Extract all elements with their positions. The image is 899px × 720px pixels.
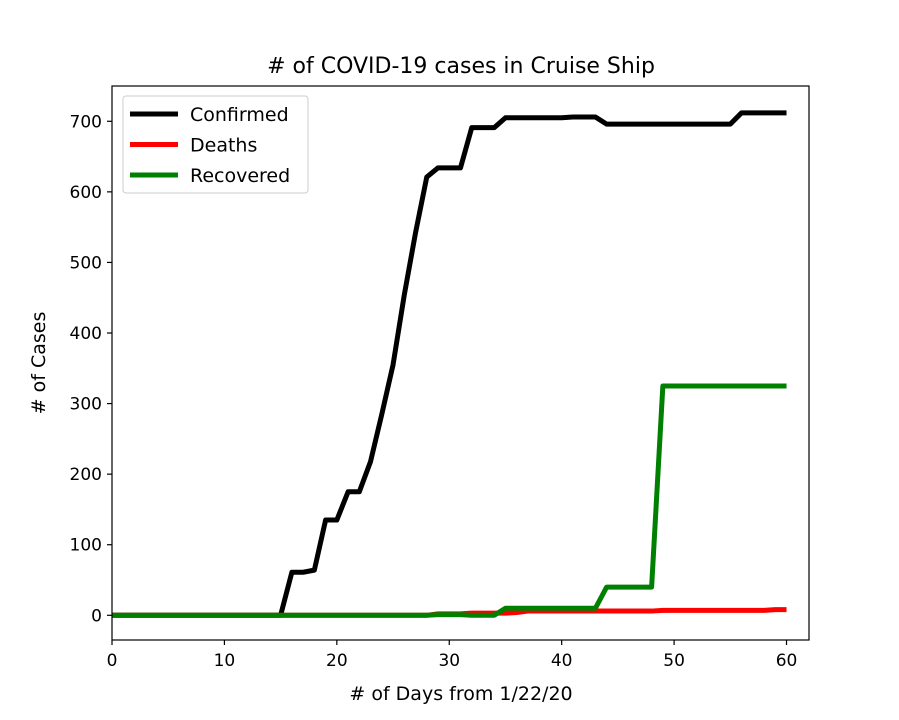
- chart-title: # of COVID-19 cases in Cruise Ship: [267, 54, 655, 79]
- x-tick-label: 10: [214, 651, 236, 671]
- x-tick-label: 60: [776, 651, 798, 671]
- x-tick-label: 30: [438, 651, 460, 671]
- series-line-recovered: [112, 383, 787, 618]
- x-tick-label: 20: [326, 651, 348, 671]
- y-tick-label: 700: [70, 112, 102, 132]
- y-tick-label: 200: [70, 465, 102, 485]
- y-axis-label: # of Cases: [28, 312, 50, 415]
- y-tick-label: 400: [70, 324, 102, 344]
- x-tick-label: 50: [663, 651, 685, 671]
- x-axis-label: # of Days from 1/22/20: [349, 683, 572, 705]
- legend-label-confirmed: Confirmed: [190, 104, 289, 126]
- x-tick-label: 0: [107, 651, 118, 671]
- legend-label-recovered: Recovered: [190, 165, 290, 187]
- legend: Confirmed Deaths Recovered: [122, 95, 309, 194]
- legend-box: [122, 95, 309, 194]
- y-tick-label: 600: [70, 183, 102, 203]
- series-layer: [112, 110, 787, 618]
- y-tick-label: 300: [70, 395, 102, 415]
- plot-frame: [111, 85, 810, 641]
- legend-label-deaths: Deaths: [190, 135, 257, 157]
- y-tick-label: 0: [91, 606, 102, 626]
- y-tick-label: 100: [70, 536, 102, 556]
- y-tick-label: 500: [70, 253, 102, 273]
- x-tick-label: 40: [551, 651, 573, 671]
